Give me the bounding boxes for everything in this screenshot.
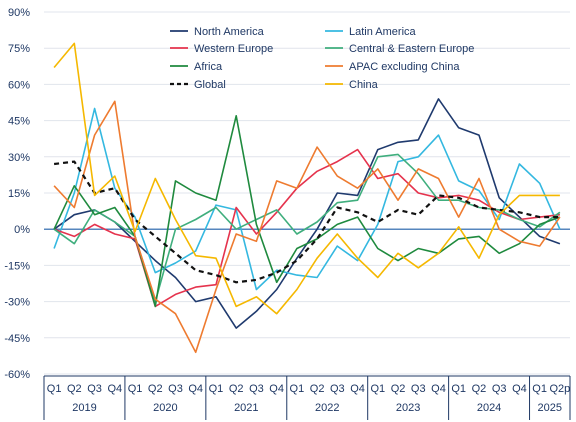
y-tick-label: 75%: [8, 43, 30, 55]
series-lines: [53, 42, 561, 354]
legend-label: China: [349, 79, 379, 91]
x-tick-label: Q3: [249, 383, 264, 395]
legend-label: Africa: [194, 61, 223, 73]
series-line-apac-excluding-china: [53, 100, 561, 354]
x-tick-label: Q1: [47, 383, 62, 395]
x-tick-label: Q3: [411, 383, 426, 395]
x-tick-label: Q2: [472, 383, 487, 395]
x-tick-label: Q3: [87, 383, 102, 395]
x-tick-label: Q1: [451, 383, 466, 395]
year-label: 2021: [234, 402, 258, 414]
x-tick-label: Q2: [391, 383, 406, 395]
legend-label: APAC excluding China: [349, 61, 460, 73]
x-tick-label: Q1: [532, 383, 547, 395]
x-tick-label: Q2: [229, 383, 244, 395]
x-tick-label: Q4: [269, 383, 284, 395]
x-tick-label: Q4: [431, 383, 446, 395]
y-tick-label: 15%: [8, 188, 30, 200]
year-label: 2024: [477, 402, 501, 414]
legend-label: Central & Eastern Europe: [349, 43, 474, 55]
x-tick-label: Q1: [370, 383, 385, 395]
year-label: 2019: [72, 402, 96, 414]
y-tick-label: 45%: [8, 116, 30, 128]
x-tick-label: Q2: [310, 383, 325, 395]
x-tick-label: Q4: [350, 383, 365, 395]
x-tick-label: Q3: [330, 383, 345, 395]
y-tick-label: -30%: [4, 297, 30, 309]
year-label: 2023: [396, 402, 420, 414]
y-tick-label: 90%: [8, 7, 30, 19]
year-label: 2022: [315, 402, 339, 414]
year-label: 2025: [538, 402, 562, 414]
x-tick-label: Q4: [107, 383, 122, 395]
y-tick-label: -60%: [4, 369, 30, 381]
x-tick-label: Q4: [512, 383, 527, 395]
y-tick-label: 0%: [14, 224, 30, 236]
legend-label: Latin America: [349, 26, 417, 38]
x-tick-label: Q3: [492, 383, 507, 395]
series-line-latin-america: [53, 107, 561, 291]
x-tick-label: Q2p: [549, 383, 570, 395]
x-tick-label: Q1: [290, 383, 305, 395]
x-tick-label: Q1: [128, 383, 143, 395]
x-tick-label: Q3: [168, 383, 183, 395]
legend-label: Global: [194, 79, 226, 91]
legend: North America Latin America Western Europe…: [170, 26, 474, 91]
y-tick-label: 60%: [8, 79, 30, 91]
series-line-china: [53, 42, 560, 315]
x-tick-label: Q2: [67, 383, 82, 395]
x-tick-label: Q2: [148, 383, 163, 395]
y-tick-label: -45%: [4, 333, 30, 345]
legend-label: North America: [194, 26, 265, 38]
y-tick-label: -15%: [4, 260, 30, 272]
x-tick-label: Q4: [188, 383, 203, 395]
gridlines: [44, 11, 570, 375]
x-axis: Q1 Q2 Q3 Q4 Q1 Q2 Q3 Q4 Q1 Q2 Q3 Q4 Q1 Q2 Q3 Q4 Q1 Q2 Q3 Q4…: [43, 375, 571, 420]
y-tick-label: 30%: [8, 152, 30, 164]
x-tick-label: Q1: [209, 383, 224, 395]
series-line-north-america: [53, 98, 561, 329]
y-axis: -60% -45% -30% -15% 0% 15% 30% 45% 60% 75% 90%: [4, 7, 30, 381]
legend-label: Western Europe: [194, 43, 273, 55]
year-label: 2020: [153, 402, 177, 414]
